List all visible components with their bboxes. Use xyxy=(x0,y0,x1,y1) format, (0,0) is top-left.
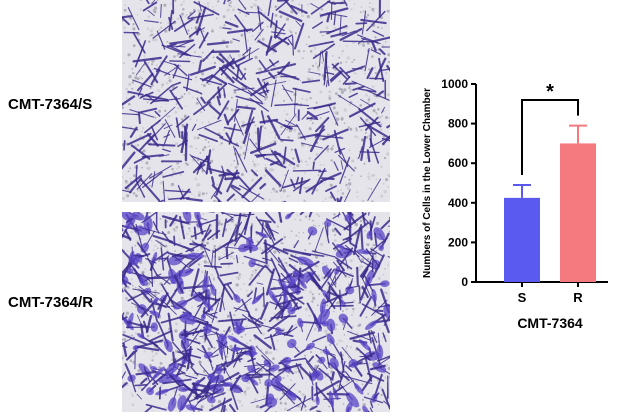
y-tick-label: 400 xyxy=(448,196,468,210)
x-tick-label-s: S xyxy=(518,290,527,305)
y-tick-label: 0 xyxy=(461,275,468,289)
significance-star: * xyxy=(546,81,554,103)
significance-bracket xyxy=(521,99,579,175)
panel-label-s: CMT-7364/S xyxy=(8,96,93,113)
panel-label-r: CMT-7364/R xyxy=(8,294,94,311)
y-tick-label: 600 xyxy=(448,156,468,170)
micrograph-r xyxy=(122,212,390,412)
micrograph-s xyxy=(122,0,390,202)
y-tick-label: 800 xyxy=(448,117,468,131)
x-axis-label: CMT-7364 xyxy=(517,315,583,331)
y-tick-label: 1000 xyxy=(441,77,468,91)
micrograph-s-image xyxy=(122,0,390,202)
y-tick-label: 200 xyxy=(448,235,468,249)
bar-r xyxy=(560,143,596,282)
y-axis-label: Numbers of Cells in the Lower Chamber xyxy=(422,88,433,278)
bar-s xyxy=(504,197,540,282)
micrograph-r-image xyxy=(122,212,390,412)
bar-chart: Numbers of Cells in the Lower Chamber 0 20… xyxy=(422,77,608,331)
x-tick-label-r: R xyxy=(573,290,583,305)
